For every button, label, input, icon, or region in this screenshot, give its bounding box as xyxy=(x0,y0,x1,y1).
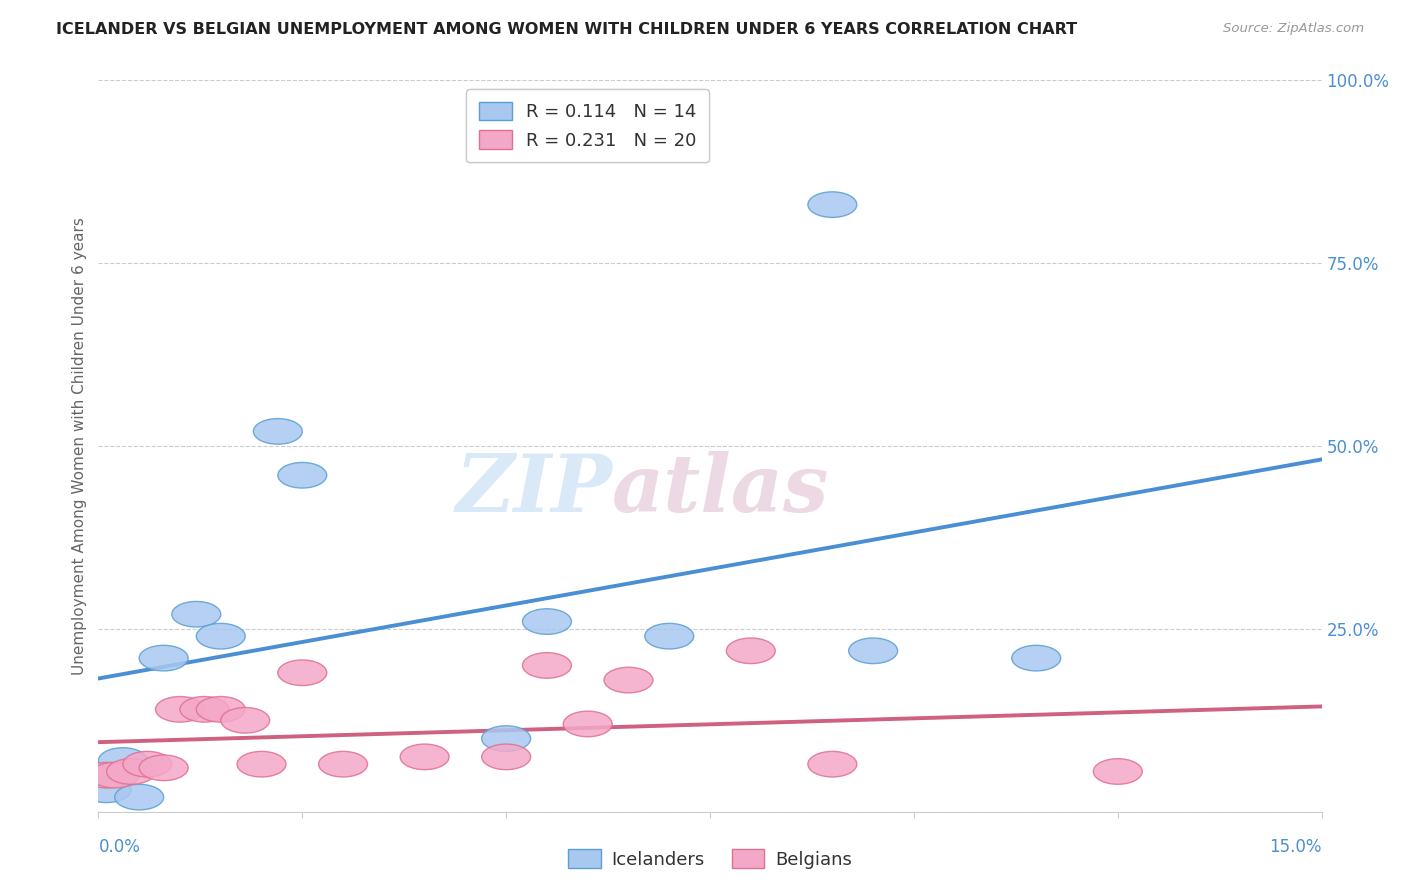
Ellipse shape xyxy=(238,751,285,777)
Ellipse shape xyxy=(482,726,530,751)
Legend: Icelanders, Belgians: Icelanders, Belgians xyxy=(561,842,859,876)
Ellipse shape xyxy=(156,697,204,723)
Ellipse shape xyxy=(82,777,131,803)
Ellipse shape xyxy=(1094,759,1142,784)
Ellipse shape xyxy=(107,759,156,784)
Text: Source: ZipAtlas.com: Source: ZipAtlas.com xyxy=(1223,22,1364,36)
Ellipse shape xyxy=(727,638,775,664)
Ellipse shape xyxy=(808,751,856,777)
Ellipse shape xyxy=(139,755,188,780)
Ellipse shape xyxy=(605,667,652,693)
Ellipse shape xyxy=(221,707,270,733)
Ellipse shape xyxy=(98,747,148,773)
Ellipse shape xyxy=(808,192,856,218)
Text: 15.0%: 15.0% xyxy=(1270,838,1322,856)
Ellipse shape xyxy=(115,784,163,810)
Ellipse shape xyxy=(197,697,245,723)
Ellipse shape xyxy=(319,751,367,777)
Ellipse shape xyxy=(278,462,326,488)
Ellipse shape xyxy=(278,660,326,686)
Ellipse shape xyxy=(849,638,897,664)
Ellipse shape xyxy=(180,697,229,723)
Text: atlas: atlas xyxy=(612,451,830,529)
Y-axis label: Unemployment Among Women with Children Under 6 years: Unemployment Among Women with Children U… xyxy=(72,217,87,675)
Ellipse shape xyxy=(564,711,612,737)
Ellipse shape xyxy=(645,624,693,649)
Ellipse shape xyxy=(482,744,530,770)
Ellipse shape xyxy=(1012,645,1060,671)
Ellipse shape xyxy=(197,624,245,649)
Ellipse shape xyxy=(523,653,571,678)
Text: ICELANDER VS BELGIAN UNEMPLOYMENT AMONG WOMEN WITH CHILDREN UNDER 6 YEARS CORREL: ICELANDER VS BELGIAN UNEMPLOYMENT AMONG … xyxy=(56,22,1077,37)
Ellipse shape xyxy=(82,763,131,788)
Text: ZIP: ZIP xyxy=(456,451,612,529)
Ellipse shape xyxy=(253,418,302,444)
Text: 0.0%: 0.0% xyxy=(98,838,141,856)
Ellipse shape xyxy=(139,645,188,671)
Ellipse shape xyxy=(523,608,571,634)
Ellipse shape xyxy=(122,751,172,777)
Ellipse shape xyxy=(172,601,221,627)
Ellipse shape xyxy=(401,744,449,770)
Ellipse shape xyxy=(90,763,139,788)
